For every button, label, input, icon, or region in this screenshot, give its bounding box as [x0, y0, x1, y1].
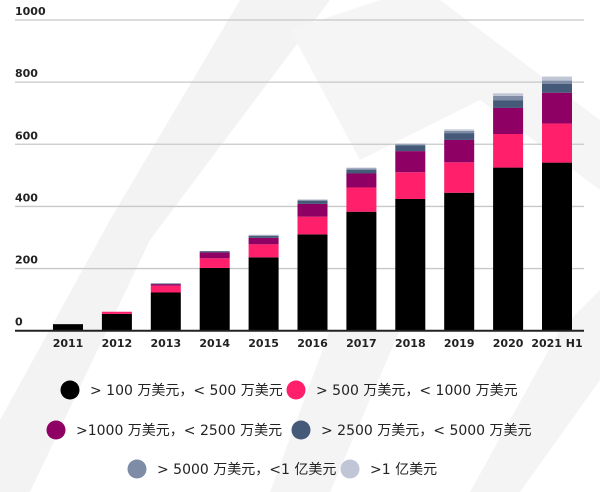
x-tick-label: 2015 [248, 337, 279, 350]
bar-segment [150, 284, 181, 286]
legend-label: >1 亿美元 [370, 462, 437, 478]
bar-segment [542, 162, 572, 331]
bar-segment [444, 133, 475, 140]
bar-segment [297, 200, 328, 204]
bar-segment [542, 92, 572, 124]
bar-segment [346, 187, 377, 212]
bar-segment [297, 199, 328, 200]
bar-segment [297, 234, 328, 331]
x-tick-label: 2017 [346, 337, 377, 350]
bar-segment [542, 80, 572, 85]
legend-swatch [286, 380, 306, 400]
legend-item: >1000 万美元，< 2500 万美元 [46, 420, 282, 440]
bar-segment [199, 258, 230, 268]
bar-segment [493, 167, 524, 331]
bar-segment [248, 235, 279, 236]
legend-swatch [340, 459, 360, 479]
bar-segment [248, 244, 279, 258]
bar-segment [199, 252, 230, 259]
x-tick-label: 2012 [102, 337, 133, 350]
bar-segment [542, 123, 572, 163]
legend-label: >1000 万美元，< 2500 万美元 [76, 423, 282, 439]
x-tick-label: 2011 [53, 337, 84, 350]
bar-segment [199, 267, 230, 331]
bar-segment [444, 139, 475, 163]
bar-segment [493, 134, 524, 168]
y-tick-label: 400 [15, 191, 38, 204]
legend-item: > 2500 万美元，< 5000 万美元 [291, 420, 532, 440]
y-tick-label: 1000 [15, 5, 46, 18]
bar-segment [297, 203, 328, 217]
y-tick-label: 200 [15, 254, 38, 267]
legend-item: > 500 万美元，< 1000 万美元 [286, 380, 518, 400]
bar-segment [101, 311, 132, 314]
bar-segment [395, 172, 426, 199]
legend-swatch [46, 420, 66, 440]
y-tick-label: 600 [15, 129, 38, 142]
legend-swatch [60, 380, 80, 400]
legend-label: > 100 万美元，< 500 万美元 [90, 383, 283, 399]
x-tick-label: 2019 [444, 337, 475, 350]
bar-segment [346, 211, 377, 331]
bar-segment [150, 292, 181, 331]
bar-segment [346, 168, 377, 170]
bar-segment [150, 285, 181, 293]
bar-segment [542, 84, 572, 93]
legend-label: > 2500 万美元，< 5000 万美元 [321, 423, 532, 439]
bar-segment [444, 162, 475, 193]
bar-segment [297, 199, 328, 201]
bar-segment [346, 169, 377, 174]
bar-segment [395, 198, 426, 331]
bar-segment [542, 76, 572, 81]
legend-swatch [291, 420, 311, 440]
legend-item: > 100 万美元，< 500 万美元 [60, 380, 283, 400]
bar-segment [346, 173, 377, 188]
bar-segment [493, 100, 524, 108]
bar-segment [248, 237, 279, 245]
bar-segment [493, 107, 524, 135]
bar-segment [248, 235, 279, 238]
bar-segment [248, 234, 279, 236]
bar-segment [101, 313, 132, 331]
x-tick-label: 2018 [395, 337, 426, 350]
bar-segment [444, 129, 475, 131]
legend-label: > 500 万美元，< 1000 万美元 [316, 383, 518, 399]
bar-segment [297, 216, 328, 235]
y-tick-label: 0 [15, 316, 23, 329]
bar-segment [444, 192, 475, 331]
x-tick-label: 2014 [199, 337, 230, 350]
x-tick-label: 2013 [150, 337, 181, 350]
bar-segment [199, 251, 230, 253]
legend-item: > 5000 万美元，<1 亿美元 [127, 459, 336, 479]
bar-segment [395, 145, 426, 152]
legend-item: >1 亿美元 [340, 459, 437, 479]
bar-segment [444, 130, 475, 134]
x-tick-label: 2021 H1 [531, 337, 582, 350]
y-tick-label: 800 [15, 67, 38, 80]
x-tick-label: 2020 [493, 337, 524, 350]
bar-segment [248, 257, 279, 331]
bar-segment [395, 143, 426, 145]
bar-segment [346, 167, 377, 169]
legend-swatch [127, 459, 147, 479]
bar-segment [53, 324, 83, 331]
bar-segment [150, 283, 181, 285]
bar-segment [493, 95, 524, 101]
x-tick-label: 2016 [297, 337, 328, 350]
legend-label: > 5000 万美元，<1 亿美元 [157, 462, 336, 478]
bar-segment [493, 93, 524, 96]
bar-segment [395, 144, 426, 146]
bar-segment [395, 151, 426, 173]
